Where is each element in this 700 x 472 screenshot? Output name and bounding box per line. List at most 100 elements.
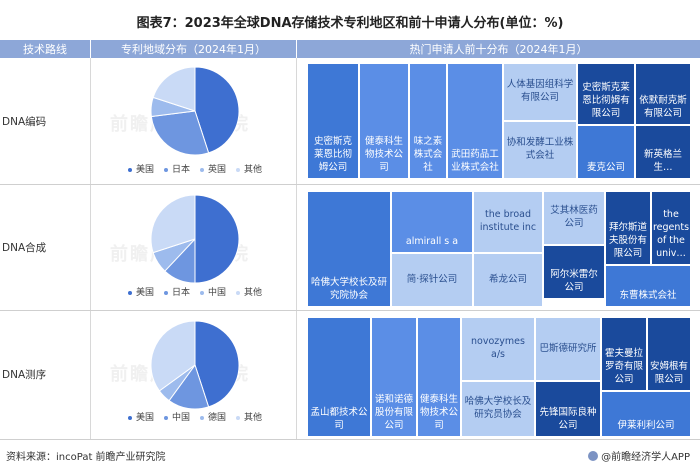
treemap-cell-label: almirall s a	[405, 236, 459, 247]
treemap-cell: 艾其林医药公司	[544, 192, 604, 244]
treemap-cell-label: 哈佛大学校长及研究院协会	[310, 277, 387, 301]
treemap-cell-label: the regents of the univ…	[652, 209, 690, 259]
treemap-cell-label: the broad institute inc	[479, 209, 537, 233]
source-note: 资料来源：incoPat 前瞻产业研究院	[6, 452, 166, 463]
treemap-sequencing: 孟山都技术公司 诺和诺德股份有限公司 健泰科生物技术公司 novozymes a/s 哈…	[308, 318, 690, 436]
legend-item: 美国	[128, 285, 154, 298]
treemap-cell-label: 依默耐克斯有限公司	[639, 95, 687, 119]
treemap-cell-label: 东曹株式会社	[619, 290, 677, 301]
legend-label: 其他	[244, 288, 263, 298]
treemap-cell-label: 史密斯克莱恩比彻姆有限公司	[582, 82, 630, 119]
treemap-synthesis: 哈佛大学校长及研究院协会 almirall s a 简·探针公司 the broad …	[308, 192, 690, 306]
treemap-cell-label: novozymes a/s	[471, 336, 525, 360]
pie-slice	[194, 194, 240, 284]
legend-label: 美国	[136, 165, 155, 175]
treemap-cell: 希龙公司	[474, 254, 542, 306]
pie-slice	[150, 320, 196, 392]
treemap-cell: 哈佛大学校长及研究员协会	[462, 382, 534, 436]
legend-swatch	[236, 290, 241, 295]
pie-slice	[194, 66, 240, 154]
legend-label: 日本	[172, 165, 191, 175]
legend-item: 英国	[200, 162, 226, 175]
treemap-cell-label: 先锋国际良种公司	[539, 407, 597, 431]
legend-swatch	[128, 290, 132, 295]
treemap-cell: 霍夫曼拉罗奇有限公司	[602, 318, 646, 390]
legend-label: 德国	[208, 413, 227, 423]
treemap-cell: 拜尔斯道夫股份有限公司	[606, 192, 650, 264]
legend-swatch	[236, 167, 241, 172]
legend-label: 其他	[244, 165, 263, 175]
legend-item: 其他	[236, 285, 262, 298]
treemap-cell: 伊莱利利公司	[602, 392, 690, 436]
pie-legend-synthesis: 美国 日本 中国 其他	[128, 285, 262, 298]
brand-text: @前瞻经济学人APP	[601, 452, 690, 463]
pie-slice	[150, 194, 196, 254]
legend-swatch	[200, 290, 205, 295]
treemap-cell-label: 哈佛大学校长及研究员协会	[464, 396, 532, 420]
pie-legend-sequencing: 美国 中国 德国 其他	[128, 410, 262, 423]
treemap-cell: 史密斯克莱恩比彻姆公司	[308, 64, 358, 178]
treemap-cell-label: 史密斯克莱恩比彻姆公司	[313, 136, 352, 173]
treemap-cell-label: 新英格兰生…	[643, 149, 682, 173]
treemap-cell: almirall s a	[392, 192, 472, 252]
treemap-cell-label: 人体基因组科学有限公司	[506, 79, 574, 103]
treemap-cell: the regents of the univ…	[652, 192, 690, 264]
legend-label: 美国	[136, 288, 155, 298]
treemap-cell: 巴斯德研究所	[536, 318, 600, 380]
treemap-cell-label: 安姆根有限公司	[650, 361, 689, 385]
treemap-cell-label: 阿尔米雷尔公司	[550, 269, 598, 293]
treemap-cell: 协和发酵工业株式会社	[504, 122, 576, 178]
treemap-cell-label: 协和发酵工业株式会社	[506, 137, 574, 161]
pie-slice	[150, 110, 210, 156]
treemap-cell-label: 霍夫曼拉罗奇有限公司	[604, 348, 643, 385]
treemap-cell: 依默耐克斯有限公司	[636, 64, 690, 124]
row-divider	[0, 439, 700, 440]
treemap-cell: 安姆根有限公司	[648, 318, 690, 390]
treemap-cell-label: 艾其林医药公司	[550, 205, 598, 229]
legend-swatch	[164, 415, 169, 420]
treemap-cell: 健泰科生物技术公司	[418, 318, 460, 436]
row-label-encoding: DNA编码	[2, 115, 47, 128]
header-route: 技术路线	[0, 40, 90, 58]
treemap-cell: 味之素株式会社	[410, 64, 446, 178]
treemap-encoding: 史密斯克莱恩比彻姆公司 健泰科生物技术公司 味之素株式会社 武田药品工业株式会社 人体基…	[308, 64, 690, 178]
treemap-cell: 健泰科生物技术公司	[360, 64, 408, 178]
treemap-cell-label: 健泰科生物技术公司	[364, 136, 403, 173]
treemap-cell-label: 拜尔斯道夫股份有限公司	[608, 222, 647, 259]
treemap-cell: 新英格兰生…	[636, 126, 690, 178]
legend-item: 美国	[128, 410, 154, 423]
treemap-cell: 史密斯克莱恩比彻姆有限公司	[578, 64, 634, 124]
pie-legend-encoding: 美国 日本 英国 其他	[128, 162, 262, 175]
treemap-cell: the broad institute inc	[474, 192, 542, 252]
treemap-cell-label: 健泰科生物技术公司	[420, 394, 459, 431]
treemap-cell-label: 巴斯德研究所	[539, 342, 597, 354]
legend-swatch	[164, 290, 169, 295]
legend-label: 其他	[244, 413, 263, 423]
header-applicants: 热门申请人前十分布（2024年1月）	[297, 40, 700, 58]
brand-credit: @前瞻经济学人APP	[588, 448, 690, 463]
chart-title: 图表7：2023年全球DNA存储技术专利地区和前十申请人分布(单位：%)	[136, 16, 564, 31]
treemap-cell-label: 诺和诺德股份有限公司	[374, 394, 413, 431]
legend-swatch	[200, 167, 205, 172]
legend-item: 其他	[236, 162, 262, 175]
treemap-cell: 东曹株式会社	[606, 266, 690, 306]
treemap-cell-label: 武田药品工业株式会社	[451, 149, 499, 173]
column-divider	[296, 58, 297, 439]
legend-item: 中国	[200, 285, 226, 298]
treemap-cell-label: 孟山都技术公司	[310, 407, 368, 431]
legend-swatch	[128, 167, 132, 172]
pie-chart-sequencing	[150, 320, 240, 410]
treemap-cell-label: 麦克公司	[586, 162, 625, 173]
pie-chart-encoding	[150, 66, 240, 156]
treemap-cell: 孟山都技术公司	[308, 318, 370, 436]
treemap-cell: 麦克公司	[578, 126, 634, 178]
legend-label: 中国	[172, 413, 191, 423]
legend-swatch	[128, 415, 132, 420]
treemap-cell-label: 伊莱利利公司	[617, 420, 675, 431]
legend-swatch	[236, 415, 241, 420]
brand-logo-icon	[588, 450, 599, 461]
treemap-cell-label: 希龙公司	[488, 273, 527, 285]
legend-label: 日本	[172, 288, 191, 298]
treemap-cell: 诺和诺德股份有限公司	[372, 318, 416, 436]
legend-item: 美国	[128, 162, 154, 175]
